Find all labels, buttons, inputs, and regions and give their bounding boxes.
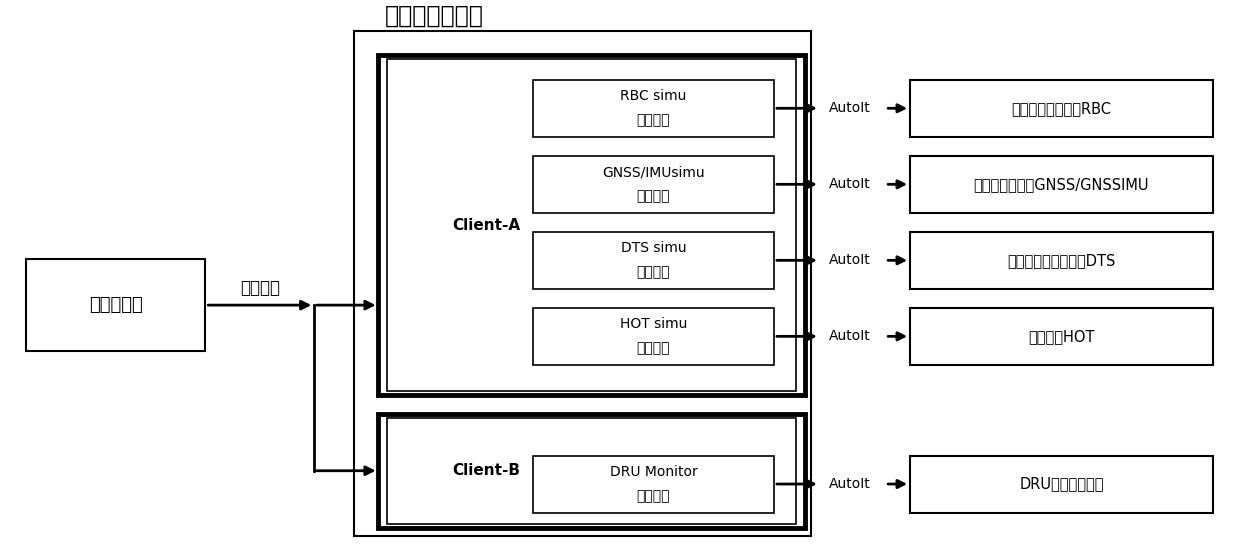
Bar [909, 80, 1213, 137]
Bar [533, 308, 774, 365]
Bar [909, 232, 1213, 289]
Text: DRU Monitor: DRU Monitor [610, 465, 698, 479]
Bar [533, 80, 774, 137]
Text: AutoIt: AutoIt [829, 329, 870, 343]
Text: 测试管理器: 测试管理器 [89, 296, 142, 314]
Bar [533, 156, 774, 213]
Bar [533, 456, 774, 513]
Text: AutoIt: AutoIt [829, 101, 870, 115]
Text: 操作接口: 操作接口 [637, 489, 670, 503]
Text: 操作接口: 操作接口 [637, 266, 670, 280]
Bar [387, 59, 797, 391]
Text: RBC simu: RBC simu [621, 89, 686, 103]
Text: AutoIt: AutoIt [829, 477, 870, 491]
Bar [378, 55, 805, 395]
Text: 仿真列尾HOT: 仿真列尾HOT [1028, 329, 1095, 344]
Text: 操作接口: 操作接口 [637, 342, 670, 356]
Bar [353, 31, 812, 536]
Text: DTS simu: DTS simu [621, 241, 686, 255]
Text: HOT simu: HOT simu [620, 318, 688, 331]
Bar [387, 418, 797, 524]
Text: 仿真软件控制器: 仿真软件控制器 [384, 4, 483, 28]
Text: 操作接口: 操作接口 [637, 113, 670, 127]
Text: 仿真卫星接收机GNSS/GNSSIMU: 仿真卫星接收机GNSS/GNSSIMU [974, 177, 1150, 192]
Bar [533, 232, 774, 289]
Text: Client-B: Client-B [452, 463, 520, 479]
Bar [378, 414, 805, 528]
Text: Client-A: Client-A [452, 217, 520, 233]
Text: 操作命令: 操作命令 [240, 279, 280, 297]
Text: AutoIt: AutoIt [829, 177, 870, 191]
Text: 仿真发车测试服务器DTS: 仿真发车测试服务器DTS [1007, 253, 1115, 268]
Bar [909, 308, 1213, 365]
Text: 操作接口: 操作接口 [637, 190, 670, 203]
Bar [909, 156, 1213, 213]
Text: GNSS/IMUsimu: GNSS/IMUsimu [602, 165, 705, 179]
Text: 仿真无线闭塞中心RBC: 仿真无线闭塞中心RBC [1011, 101, 1111, 116]
Bar [909, 456, 1213, 513]
Text: DRU记录分析软件: DRU记录分析软件 [1020, 476, 1104, 491]
Text: AutoIt: AutoIt [829, 253, 870, 267]
Bar [26, 259, 206, 351]
